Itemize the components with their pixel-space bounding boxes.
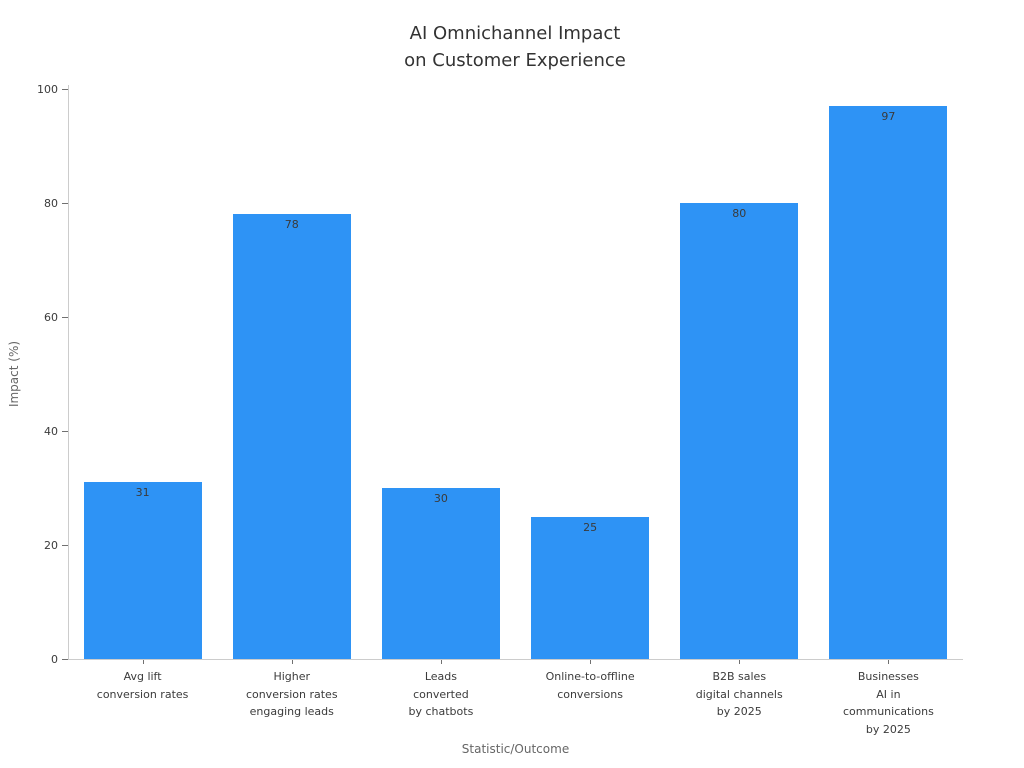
x-tick-mark bbox=[888, 660, 890, 664]
x-tick-label: Higher conversion rates engaging leads bbox=[245, 670, 338, 718]
y-tick-mark bbox=[62, 545, 68, 546]
x-tick-label: Online-to-offline conversions bbox=[545, 670, 635, 701]
bar: 25 bbox=[531, 516, 650, 659]
x-tick-label: Businesses AI in communications by 2025 bbox=[843, 670, 934, 736]
x-tick-label: Leads converted by chatbots bbox=[408, 670, 474, 718]
bar-value-label: 78 bbox=[284, 218, 299, 232]
x-axis-spine bbox=[68, 659, 963, 660]
y-tick-mark bbox=[62, 659, 68, 660]
bar-value-label: 80 bbox=[732, 207, 747, 220]
y-tick-label: 100 bbox=[37, 83, 58, 96]
bar-value-label: 25 bbox=[583, 520, 598, 534]
bar-value-label: 30 bbox=[433, 492, 448, 505]
y-tick-mark bbox=[62, 203, 68, 204]
y-tick-label: 0 bbox=[51, 653, 58, 666]
chart-title: AI Omnichannel Impact on Customer Experi… bbox=[404, 23, 626, 71]
x-tick-mark bbox=[739, 660, 741, 664]
y-tick-label: 60 bbox=[44, 311, 58, 324]
bar: 80 bbox=[680, 203, 799, 659]
y-axis-spine bbox=[68, 85, 69, 660]
x-tick-mark bbox=[291, 660, 293, 664]
x-axis-label: Statistic/Outcome bbox=[461, 742, 570, 756]
y-tick-mark bbox=[62, 431, 68, 432]
bar: 30 bbox=[381, 488, 500, 659]
bar-value-label: 31 bbox=[135, 486, 150, 500]
y-tick-label: 40 bbox=[44, 425, 58, 438]
bar: 97 bbox=[829, 106, 948, 659]
x-tick-label: B2B sales digital channels by 2025 bbox=[695, 670, 783, 718]
y-tick-mark bbox=[62, 317, 68, 318]
y-tick-label: 20 bbox=[44, 539, 58, 552]
x-tick-mark bbox=[142, 660, 144, 664]
y-tick-label: 80 bbox=[44, 197, 58, 210]
y-tick-mark bbox=[62, 89, 68, 90]
bar: 78 bbox=[232, 214, 351, 659]
x-tick-mark bbox=[440, 660, 442, 664]
bar-value-label: 97 bbox=[881, 110, 896, 124]
x-tick-mark bbox=[590, 660, 592, 664]
bar: 31 bbox=[83, 482, 202, 659]
x-tick-label: Avg lift conversion rates bbox=[96, 670, 189, 701]
